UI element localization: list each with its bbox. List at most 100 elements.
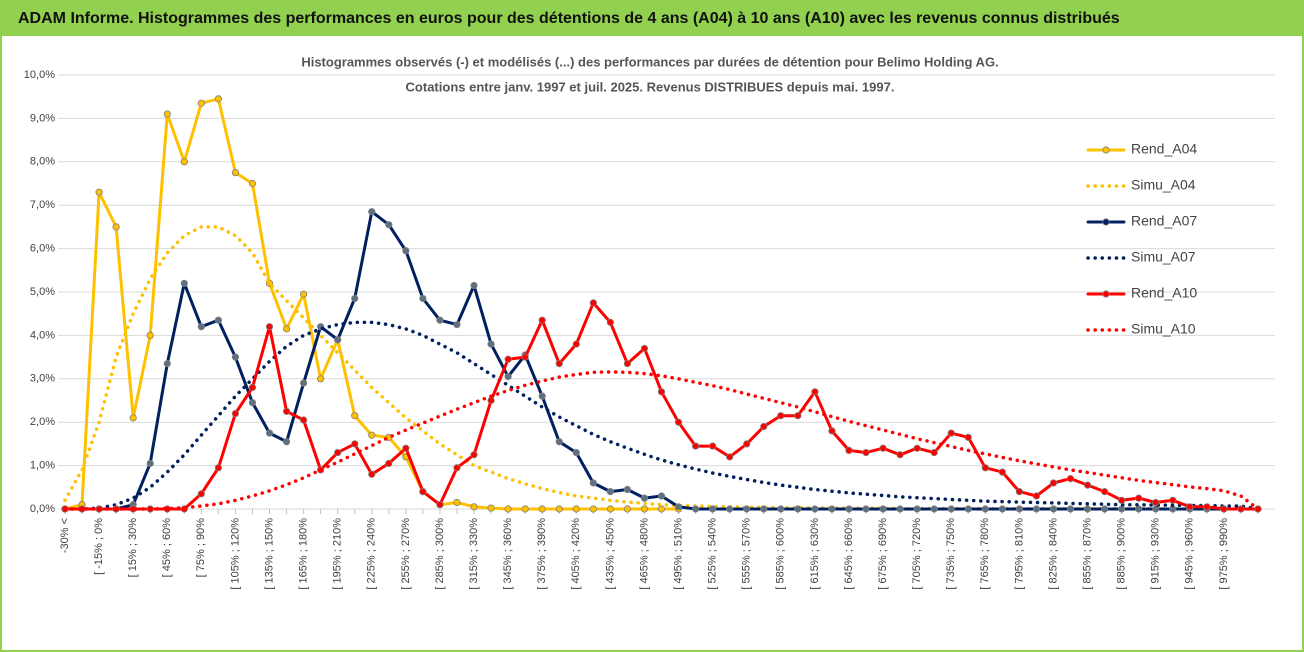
data-point	[197, 323, 205, 331]
data-point	[1083, 505, 1092, 513]
data-point	[777, 505, 785, 513]
x-tick-label: [ 555% ; 570%	[741, 518, 753, 590]
data-point	[299, 290, 308, 298]
data-point	[282, 325, 291, 333]
data-point	[709, 442, 717, 450]
data-point	[368, 431, 376, 439]
data-point	[146, 459, 154, 468]
data-point	[674, 418, 683, 426]
data-point	[248, 399, 257, 407]
data-point	[1169, 496, 1177, 504]
data-point	[470, 503, 478, 511]
x-tick-label: [ 15% ; 30%	[127, 518, 139, 578]
data-point	[964, 505, 972, 513]
x-tick-label: [ 765% ; 780%	[979, 518, 991, 590]
data-point	[760, 422, 768, 431]
legend-label: Rend_A07	[1131, 213, 1197, 229]
data-point	[163, 110, 171, 118]
data-point	[95, 188, 103, 196]
data-point	[538, 505, 546, 513]
x-tick-label: [ 705% ; 720%	[911, 518, 923, 590]
y-tick-label: 0,0%	[30, 503, 55, 515]
legend-marker	[1102, 218, 1110, 226]
data-point	[180, 158, 188, 166]
data-point	[129, 414, 137, 422]
data-point	[385, 221, 393, 229]
data-point	[862, 505, 870, 513]
data-point	[265, 323, 274, 331]
legend-label: Simu_A04	[1131, 177, 1196, 193]
x-tick-label: [ 255% ; 270%	[400, 518, 412, 590]
data-point	[299, 416, 308, 424]
data-point	[555, 360, 563, 368]
data-point	[1101, 488, 1109, 496]
data-point	[828, 427, 836, 435]
data-point	[317, 375, 325, 383]
data-point	[214, 95, 222, 103]
data-point	[640, 344, 649, 353]
data-point	[572, 505, 580, 513]
data-point	[981, 464, 989, 472]
data-point	[214, 316, 222, 324]
data-point	[913, 505, 921, 513]
data-point	[760, 505, 768, 513]
data-point	[589, 505, 597, 513]
x-tick-label: [ 795% ; 810%	[1013, 518, 1025, 590]
data-point	[606, 488, 614, 496]
y-tick-label: 8,0%	[30, 156, 55, 168]
data-point	[436, 316, 444, 324]
data-point	[606, 318, 614, 326]
data-point	[1203, 503, 1211, 511]
data-point	[521, 353, 529, 361]
data-point	[504, 355, 512, 363]
data-point	[709, 505, 717, 513]
data-point	[1083, 481, 1092, 489]
x-tick-label: [ 465% ; 480%	[638, 518, 650, 590]
x-tick-label: [ 285% ; 300%	[434, 518, 446, 590]
data-point	[947, 505, 955, 513]
x-tick-label: [ 225% ; 240%	[366, 518, 378, 590]
data-point	[351, 412, 359, 420]
legend-marker	[1102, 146, 1110, 154]
data-point	[691, 442, 700, 450]
data-point	[368, 208, 376, 216]
data-point	[1186, 503, 1194, 511]
data-point	[1049, 505, 1058, 513]
data-point	[640, 505, 649, 513]
y-tick-label: 10,0%	[24, 69, 55, 81]
legend-label: Rend_A10	[1131, 285, 1197, 301]
data-point	[180, 279, 188, 287]
x-tick-label: [ 915% ; 930%	[1150, 518, 1162, 590]
data-point	[657, 505, 666, 513]
data-point	[112, 223, 120, 231]
data-point	[419, 488, 427, 496]
data-point	[1237, 505, 1245, 513]
data-point	[623, 360, 632, 368]
data-point	[674, 503, 683, 511]
data-point	[351, 440, 359, 448]
series-line	[63, 370, 1260, 511]
data-point	[726, 505, 734, 513]
x-tick-label: [ 585% ; 600%	[775, 518, 787, 590]
chart-title: ADAM Informe. Histogrammes des performan…	[18, 10, 1120, 27]
data-point	[470, 451, 478, 459]
x-tick-label: [ 405% ; 420%	[570, 518, 582, 590]
data-point	[845, 446, 853, 455]
data-point	[811, 505, 819, 513]
data-point	[504, 373, 512, 381]
title-bar	[2, 2, 1302, 36]
data-point	[197, 490, 205, 498]
data-point	[623, 505, 632, 513]
data-point	[777, 412, 785, 420]
data-point	[231, 409, 240, 418]
x-tick-label: [ 375% ; 390%	[536, 518, 548, 590]
data-point	[282, 438, 291, 446]
data-point	[691, 505, 700, 513]
data-point	[248, 179, 257, 188]
data-point	[487, 340, 495, 348]
y-tick-label: 7,0%	[30, 199, 55, 211]
data-point	[998, 468, 1006, 476]
data-point	[930, 448, 938, 457]
data-point	[1135, 505, 1143, 513]
